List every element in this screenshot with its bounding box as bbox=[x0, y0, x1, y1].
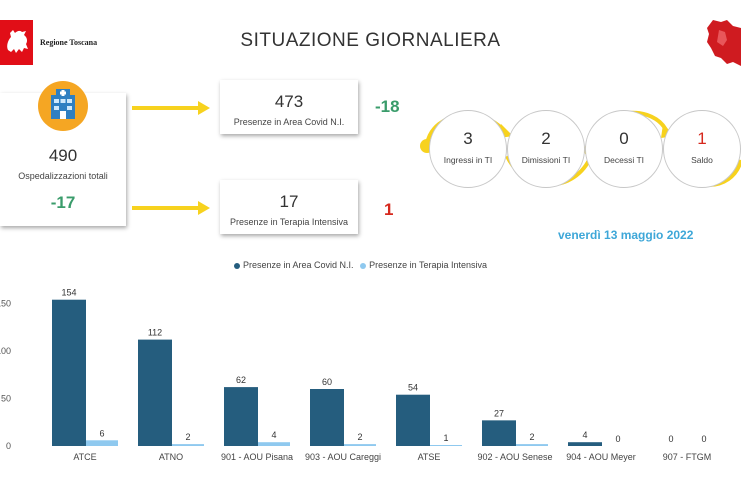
data-label: 54 bbox=[408, 383, 418, 393]
data-label: 2 bbox=[529, 432, 534, 442]
covid-area-card: 473 Presenze in Area Covid N.I. bbox=[220, 80, 358, 134]
flow-label: Dimissioni TI bbox=[521, 155, 571, 165]
x-tick-label: 907 - FTGM bbox=[663, 452, 712, 462]
bar-covid bbox=[138, 339, 172, 446]
arrow-to-covid-icon bbox=[132, 101, 210, 115]
y-tick-label: 100 bbox=[0, 346, 11, 356]
flow-value: 1 bbox=[697, 129, 707, 148]
regione-toscana-logo bbox=[0, 20, 33, 65]
bar-covid bbox=[396, 394, 430, 446]
total-hospitalizations-card: 490 Ospedalizzazioni totali -17 bbox=[0, 81, 126, 226]
data-label: 4 bbox=[271, 430, 276, 440]
legend-label-covid: Presenze in Area Covid N.I. bbox=[243, 260, 354, 270]
y-tick-label: 150 bbox=[0, 299, 11, 309]
total-value: 490 bbox=[48, 146, 78, 165]
tuscany-map-icon bbox=[707, 20, 741, 66]
report-date: venerdì 13 maggio 2022 bbox=[558, 228, 694, 242]
bar-covid bbox=[310, 389, 344, 446]
page-title: SITUAZIONE GIORNALIERA bbox=[240, 30, 501, 51]
data-label: 0 bbox=[668, 434, 673, 444]
x-tick-label: ATSE bbox=[418, 452, 441, 462]
ti-value: 17 bbox=[279, 192, 299, 211]
x-tick-label: 901 - AOU Pisana bbox=[221, 452, 293, 462]
flow-label: Saldo bbox=[691, 155, 713, 165]
bar-ti bbox=[86, 440, 118, 446]
data-label: 6 bbox=[99, 428, 104, 438]
data-label: 2 bbox=[357, 432, 362, 442]
org-name: Regione Toscana bbox=[40, 38, 98, 47]
x-tick-label: 904 - AOU Meyer bbox=[566, 452, 636, 462]
ti-delta: 1 bbox=[384, 200, 394, 219]
y-tick-label: 0 bbox=[6, 441, 11, 451]
data-label: 112 bbox=[148, 328, 162, 338]
data-label: 4 bbox=[582, 430, 587, 440]
arrow-to-ti-icon bbox=[132, 201, 210, 215]
data-label: 60 bbox=[322, 377, 332, 387]
flow-circle-balance: 1 Saldo bbox=[663, 110, 741, 188]
chart-legend: Presenze in Area Covid N.I. Presenze in … bbox=[234, 260, 487, 270]
icu-flow-diagram: 3 Ingressi in TI 2 Dimissioni TI 0 Deces… bbox=[415, 98, 741, 198]
bar-ti bbox=[344, 444, 376, 446]
intensive-care-card: 17 Presenze in Terapia Intensiva bbox=[220, 180, 358, 234]
data-label: 62 bbox=[236, 375, 246, 385]
total-label: Ospedalizzazioni totali bbox=[18, 171, 108, 181]
bar-covid bbox=[224, 387, 258, 446]
flow-circle-admissions: 3 Ingressi in TI bbox=[429, 110, 507, 188]
bar-covid bbox=[482, 420, 516, 446]
legend-swatch-ti bbox=[360, 262, 367, 269]
legend-swatch-covid bbox=[234, 262, 240, 269]
x-tick-label: ATCE bbox=[73, 452, 96, 462]
bar-covid bbox=[568, 442, 602, 446]
flow-circle-discharges: 2 Dimissioni TI bbox=[507, 110, 585, 188]
covid-value: 473 bbox=[274, 92, 304, 111]
bar-ti bbox=[516, 444, 548, 446]
total-delta: -17 bbox=[50, 193, 76, 212]
bar-ti bbox=[430, 445, 462, 446]
flow-circle-deaths: 0 Decessi TI bbox=[585, 110, 663, 188]
flow-value: 2 bbox=[541, 129, 551, 148]
data-label: 0 bbox=[701, 434, 706, 444]
flow-label: Ingressi in TI bbox=[443, 155, 493, 165]
legend-label-ti: Presenze in Terapia Intensiva bbox=[369, 260, 487, 270]
covid-label: Presenze in Area Covid N.I. bbox=[233, 117, 345, 127]
flow-value: 0 bbox=[619, 129, 629, 148]
bar-covid bbox=[52, 299, 86, 446]
covid-delta: -18 bbox=[375, 97, 400, 116]
bar-ti bbox=[258, 442, 290, 446]
x-tick-label: 903 - AOU Careggi bbox=[305, 452, 381, 462]
data-label: 1 bbox=[443, 433, 448, 443]
hospital-bar-chart: 0501001501546ATCE1122ATNO624901 - AOU Pi… bbox=[0, 288, 712, 462]
x-tick-label: ATNO bbox=[159, 452, 183, 462]
bar-ti bbox=[172, 444, 204, 446]
ti-label: Presenze in Terapia Intensiva bbox=[230, 217, 348, 227]
data-label: 154 bbox=[61, 288, 76, 298]
flow-label: Decessi TI bbox=[604, 155, 644, 165]
x-tick-label: 902 - AOU Senese bbox=[477, 452, 552, 462]
data-label: 27 bbox=[494, 408, 504, 418]
y-tick-label: 50 bbox=[1, 394, 11, 404]
data-label: 2 bbox=[185, 432, 190, 442]
data-label: 0 bbox=[615, 434, 620, 444]
hospital-icon bbox=[38, 81, 88, 131]
flow-value: 3 bbox=[463, 129, 473, 148]
